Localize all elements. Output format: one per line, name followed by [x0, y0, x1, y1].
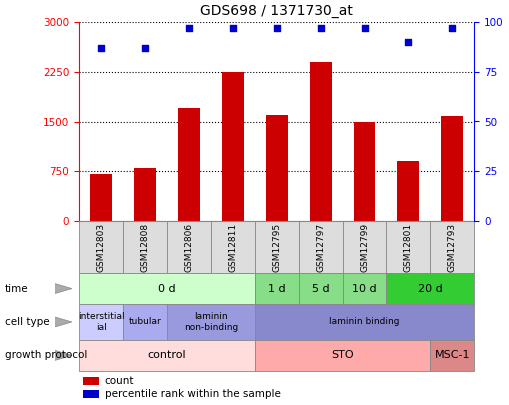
Text: control: control: [147, 350, 186, 360]
Bar: [166, 304, 254, 340]
Bar: [134, 168, 156, 221]
Bar: [79, 221, 123, 273]
Bar: [430, 340, 473, 371]
Bar: [166, 221, 210, 273]
Text: laminin binding: laminin binding: [329, 318, 399, 326]
Point: [360, 25, 368, 32]
Point: [447, 25, 456, 32]
Bar: [397, 161, 418, 221]
Bar: [90, 175, 112, 221]
Text: laminin
non-binding: laminin non-binding: [183, 312, 238, 332]
Point: [272, 25, 280, 32]
Bar: [123, 221, 166, 273]
Text: GSM12799: GSM12799: [359, 222, 369, 272]
Bar: [298, 221, 342, 273]
Point: [140, 45, 149, 51]
Bar: [342, 221, 386, 273]
Title: GDS698 / 1371730_at: GDS698 / 1371730_at: [200, 4, 352, 19]
Text: 5 d: 5 d: [311, 284, 329, 294]
Bar: [353, 122, 375, 221]
Bar: [386, 221, 430, 273]
Bar: [210, 221, 254, 273]
Text: 1 d: 1 d: [267, 284, 285, 294]
Bar: [83, 390, 99, 398]
Text: percentile rank within the sample: percentile rank within the sample: [104, 389, 280, 399]
Text: count: count: [104, 376, 134, 386]
Text: 10 d: 10 d: [352, 284, 376, 294]
Text: tubular: tubular: [128, 318, 161, 326]
Text: GSM12808: GSM12808: [140, 222, 149, 272]
Text: GSM12797: GSM12797: [316, 222, 324, 272]
Text: growth protocol: growth protocol: [5, 350, 88, 360]
Polygon shape: [54, 317, 72, 327]
Bar: [298, 273, 342, 304]
Bar: [440, 116, 462, 221]
Bar: [254, 273, 298, 304]
Bar: [430, 221, 473, 273]
Bar: [254, 340, 430, 371]
Text: interstitial
ial: interstitial ial: [77, 312, 124, 332]
Bar: [265, 115, 287, 221]
Bar: [254, 304, 473, 340]
Bar: [79, 273, 254, 304]
Point: [184, 25, 192, 32]
Text: GSM12811: GSM12811: [228, 222, 237, 272]
Text: STO: STO: [330, 350, 353, 360]
Text: GSM12795: GSM12795: [272, 222, 280, 272]
Point: [316, 25, 324, 32]
Bar: [123, 304, 166, 340]
Bar: [342, 273, 386, 304]
Text: 0 d: 0 d: [158, 284, 176, 294]
Bar: [178, 108, 200, 221]
Text: time: time: [5, 284, 29, 294]
Bar: [79, 340, 254, 371]
Text: GSM12801: GSM12801: [403, 222, 412, 272]
Polygon shape: [54, 350, 72, 360]
Bar: [83, 377, 99, 386]
Bar: [221, 72, 243, 221]
Text: GSM12806: GSM12806: [184, 222, 193, 272]
Text: 20 d: 20 d: [417, 284, 442, 294]
Text: MSC-1: MSC-1: [434, 350, 469, 360]
Point: [97, 45, 105, 51]
Text: cell type: cell type: [5, 317, 50, 327]
Bar: [254, 221, 298, 273]
Point: [404, 39, 412, 45]
Text: GSM12803: GSM12803: [96, 222, 105, 272]
Text: GSM12793: GSM12793: [447, 222, 456, 272]
Bar: [386, 273, 473, 304]
Point: [228, 25, 236, 32]
Polygon shape: [54, 284, 72, 294]
Bar: [79, 304, 123, 340]
Bar: [309, 62, 331, 221]
